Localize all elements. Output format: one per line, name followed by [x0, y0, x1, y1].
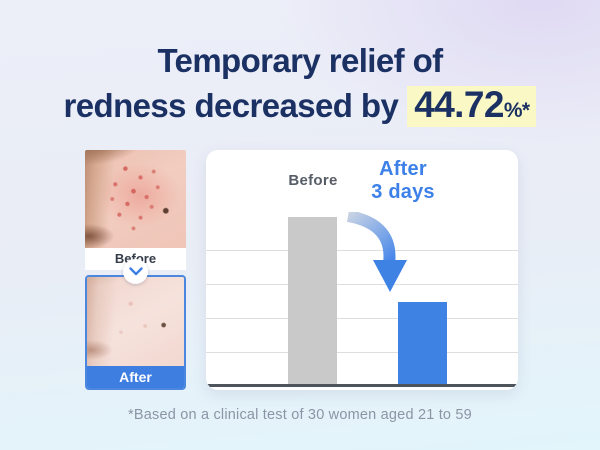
highlight-stat: 44.72%* — [407, 84, 537, 127]
before-photo — [85, 150, 186, 248]
bar-after — [398, 302, 447, 384]
stat-value: 44.72 — [414, 84, 504, 125]
chart-label-after-line2: 3 days — [371, 181, 435, 203]
footnote: *Based on a clinical test of 30 women ag… — [128, 407, 472, 423]
headline-line2-text: redness decreased by — [63, 87, 399, 124]
chevron-down-icon — [123, 259, 148, 284]
gridline — [206, 284, 518, 285]
headline-line2: redness decreased by 44.72%* — [0, 84, 600, 132]
after-block: After — [85, 275, 186, 390]
chart-label-before: Before — [288, 172, 338, 189]
headline: Temporary relief of redness decreased by… — [0, 40, 600, 132]
gridline — [206, 318, 518, 319]
chart-label-after-line1: After — [379, 158, 427, 180]
stat-suffix: %* — [503, 99, 530, 122]
gridline — [206, 352, 518, 353]
after-photo-label: After — [87, 366, 184, 388]
before-after-panel: Before After — [85, 150, 186, 390]
after-photo — [87, 277, 184, 366]
chart-label-after: After 3 days — [345, 158, 461, 204]
bar-before — [288, 217, 337, 384]
bar-chart-card: Before After 3 days — [206, 150, 518, 390]
x-axis-line — [206, 384, 518, 387]
headline-line1: Temporary relief of — [157, 42, 443, 79]
decrease-arrow-icon — [346, 212, 407, 292]
gridline — [206, 250, 518, 251]
